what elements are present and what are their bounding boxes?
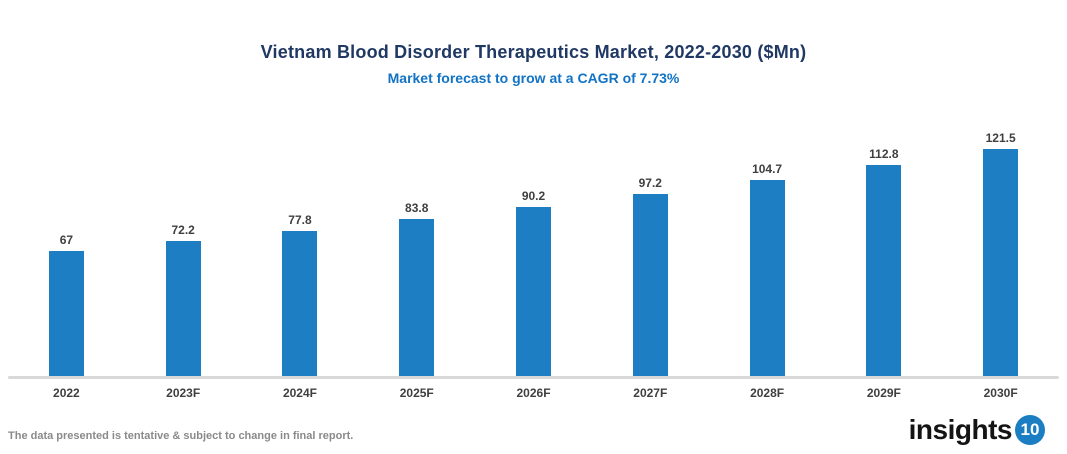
bar (516, 207, 552, 376)
bar-group: 67 (8, 233, 125, 376)
x-axis-label: 2023F (166, 386, 201, 400)
x-axis-label: 2024F (282, 386, 317, 400)
bar-group: 90.2 (475, 189, 592, 376)
insights10-logo: insights 10 (909, 414, 1045, 446)
bar-value-label: 72.2 (171, 223, 195, 237)
logo-wordmark: insights (908, 414, 1013, 445)
bar (282, 231, 318, 376)
bar-value-label: 121.5 (985, 131, 1016, 145)
bar-value-label: 112.8 (869, 147, 899, 161)
bar-value-label: 90.2 (521, 189, 546, 203)
bar (399, 219, 435, 376)
bar (749, 180, 785, 376)
bar (48, 251, 84, 376)
bar-group: 97.2 (592, 176, 709, 376)
x-axis-line (8, 376, 1059, 379)
bar-group: 77.8 (242, 213, 359, 376)
bars-row: 67 72.2 77.8 83.8 90.2 97.2 104.7 112.8 121.5 (8, 128, 1059, 376)
x-labels-row: 2022 2023F 2024F 2025F 2026F 2027F 2028F 2029F 2… (8, 386, 1059, 400)
bar-group: 83.8 (358, 201, 475, 376)
chart-subtitle: Market forecast to grow at a CAGR of 7.7… (387, 70, 680, 86)
x-axis-label: 2029F (866, 386, 901, 400)
x-axis-label: 2026F (516, 386, 551, 400)
x-axis-label: 2027F (633, 386, 668, 400)
bar-value-label: 77.8 (288, 213, 312, 227)
bar (983, 149, 1019, 376)
chart-title: Vietnam Blood Disorder Therapeutics Mark… (260, 42, 807, 62)
bar-value-label: 104.7 (752, 162, 783, 176)
x-axis-label: 2025F (399, 386, 434, 400)
bar-group: 112.8 (825, 147, 942, 376)
bar-group: 121.5 (942, 131, 1059, 376)
bar-group: 72.2 (125, 223, 242, 376)
bar-value-label: 97.2 (638, 176, 662, 190)
bar (165, 241, 201, 376)
bar (632, 194, 668, 376)
x-axis-label: 2022 (53, 386, 80, 400)
bar-chart: 67 72.2 77.8 83.8 90.2 97.2 104.7 112.8 121.5 20… (8, 128, 1059, 400)
bar-value-label: 67 (59, 233, 74, 247)
bar-group: 104.7 (709, 162, 826, 376)
x-axis-label: 2030F (983, 386, 1018, 400)
x-axis-label: 2028F (750, 386, 785, 400)
logo-badge: 10 (1015, 415, 1045, 445)
footer-disclaimer: The data presented is tentative & subjec… (8, 430, 354, 442)
bar (866, 165, 902, 376)
bar-value-label: 83.8 (405, 201, 429, 215)
